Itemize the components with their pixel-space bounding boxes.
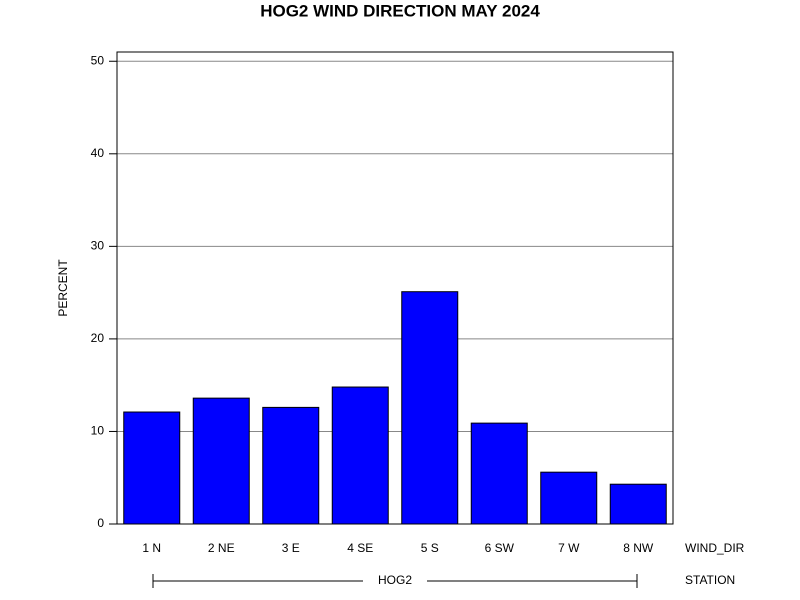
- bar: [331, 386, 389, 525]
- y-tick-label: 20: [91, 331, 105, 345]
- y-axis-label: PERCENT: [56, 259, 70, 317]
- bar: [540, 471, 598, 525]
- x-tick-label: 7 W: [558, 541, 580, 555]
- bar: [123, 411, 181, 525]
- x-tick-label: 8 NW: [623, 541, 654, 555]
- bar: [470, 422, 528, 525]
- x-axis-label: WIND_DIR: [685, 541, 745, 555]
- bar: [262, 406, 320, 525]
- chart-title: HOG2 WIND DIRECTION MAY 2024: [260, 1, 540, 20]
- y-tick-label: 10: [91, 424, 105, 438]
- x-tick-label: 1 N: [142, 541, 161, 555]
- plot-frame: [116, 51, 674, 525]
- group-axis-label: STATION: [685, 573, 735, 587]
- bar: [609, 483, 667, 525]
- bar: [401, 291, 459, 525]
- x-tick-label: 6 SW: [485, 541, 515, 555]
- y-tick-label: 40: [91, 146, 105, 160]
- bar: [192, 397, 250, 525]
- x-tick-label: 4 SE: [347, 541, 373, 555]
- y-tick-label: 50: [91, 53, 105, 67]
- y-tick-label: 30: [91, 239, 105, 253]
- x-tick-label: 2 NE: [208, 541, 235, 555]
- x-tick-label: 3 E: [282, 541, 300, 555]
- y-tick-label: 0: [97, 516, 104, 530]
- x-tick-label: 5 S: [421, 541, 439, 555]
- group-label: HOG2: [378, 573, 412, 587]
